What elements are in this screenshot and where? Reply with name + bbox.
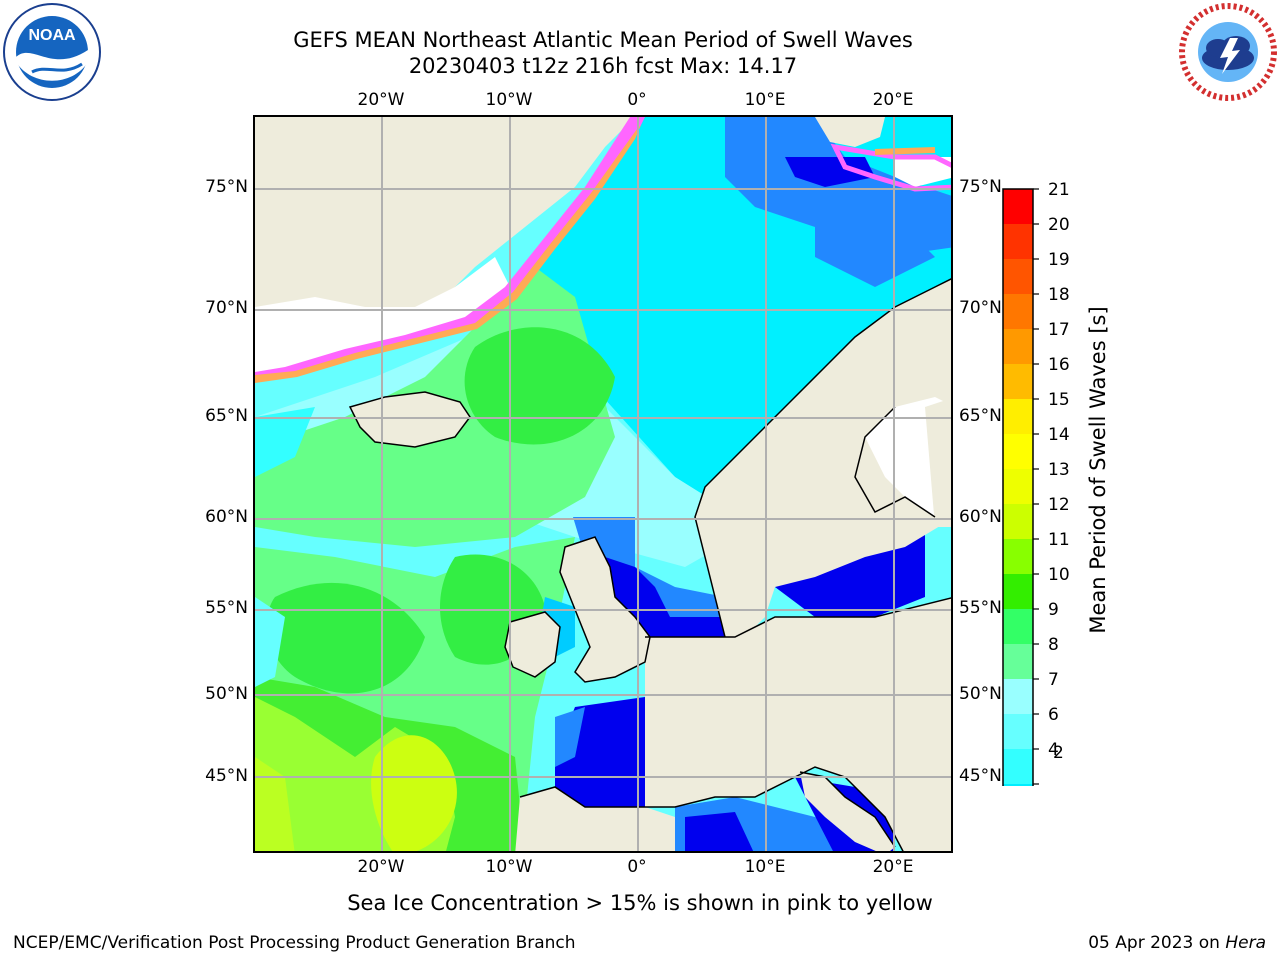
noaa-logo: NOAA bbox=[2, 2, 102, 102]
colorbar-segment bbox=[1003, 294, 1033, 329]
colorbar-segment bbox=[1003, 784, 1033, 819]
colorbar-tick: 14 bbox=[1048, 425, 1070, 445]
lon-label-bottom-20w: 20°W bbox=[357, 857, 405, 877]
colorbar-tick: 18 bbox=[1048, 285, 1070, 305]
colorbar-tick: 21 bbox=[1048, 180, 1070, 200]
footer-credit: NCEP/EMC/Verification Post Processing Pr… bbox=[13, 933, 576, 953]
swell-period-map bbox=[253, 115, 953, 853]
colorbar-segment bbox=[1003, 399, 1033, 434]
lon-label-top-0: 0° bbox=[627, 90, 647, 110]
lat-label-left-60n: 60°N bbox=[205, 507, 248, 527]
colorbar-segment bbox=[1003, 434, 1033, 469]
colorbar-tick: 11 bbox=[1048, 530, 1070, 550]
colorbar-tick: 10 bbox=[1048, 565, 1070, 585]
lon-label-top-20w: 20°W bbox=[357, 90, 405, 110]
colorbar-tick: 17 bbox=[1048, 320, 1070, 340]
colorbar-segment bbox=[1003, 259, 1033, 294]
colorbar-tick: 8 bbox=[1048, 635, 1059, 655]
lat-label-right-75n: 75°N bbox=[959, 177, 1002, 197]
colorbar-tick: 4 bbox=[1048, 740, 1059, 760]
map-canvas bbox=[255, 117, 951, 851]
footer-date-text: 05 Apr 2023 on bbox=[1088, 933, 1226, 953]
colorbar-segment bbox=[1003, 469, 1033, 504]
colorbar-segment bbox=[1003, 679, 1033, 714]
colorbar-tick: 15 bbox=[1048, 390, 1070, 410]
colorbar-segment bbox=[1003, 539, 1033, 574]
colorbar-segment bbox=[1003, 749, 1033, 784]
lat-label-right-60n: 60°N bbox=[959, 507, 1002, 527]
colorbar-tick: 16 bbox=[1048, 355, 1070, 375]
colorbar-segment bbox=[1003, 329, 1033, 364]
noaa-logo-text: NOAA bbox=[28, 27, 76, 44]
lon-label-bottom-10e: 10°E bbox=[744, 857, 786, 877]
colorbar-tick: 20 bbox=[1048, 215, 1070, 235]
colorbar-segment bbox=[1003, 609, 1033, 644]
chart-title: GEFS MEAN Northeast Atlantic Mean Period… bbox=[293, 28, 913, 52]
lat-label-right-70n: 70°N bbox=[959, 298, 1002, 318]
lat-label-left-70n: 70°N bbox=[205, 298, 248, 318]
lat-label-left-50n: 50°N bbox=[205, 684, 248, 704]
national-weather-service-logo bbox=[1178, 2, 1278, 102]
colorbar-segment bbox=[1003, 224, 1033, 259]
lon-label-bottom-0: 0° bbox=[627, 857, 647, 877]
sea-ice-note: Sea Ice Concentration > 15% is shown in … bbox=[347, 891, 933, 915]
chart-subtitle: 20230403 t12z 216h fcst Max: 14.17 bbox=[408, 54, 798, 78]
footer-date: 05 Apr 2023 on Hera bbox=[1088, 932, 1266, 954]
graticule bbox=[255, 117, 951, 851]
lon-label-top-10e: 10°E bbox=[744, 90, 786, 110]
colorbar-tick: 12 bbox=[1048, 495, 1070, 515]
lon-label-bottom-10w: 10°W bbox=[485, 857, 533, 877]
lat-label-right-45n: 45°N bbox=[959, 766, 1002, 786]
lat-label-left-45n: 45°N bbox=[205, 766, 248, 786]
lat-label-left-65n: 65°N bbox=[205, 406, 248, 426]
colorbar-tick-min: 2 bbox=[1053, 743, 1064, 763]
lat-label-left-75n: 75°N bbox=[205, 177, 248, 197]
lat-label-right-55n: 55°N bbox=[959, 598, 1002, 618]
colorbar-tick: 19 bbox=[1048, 250, 1070, 270]
footer-machine: Hera bbox=[1225, 933, 1266, 953]
colorbar-tick: 7 bbox=[1048, 670, 1059, 690]
colorbar-tick: 6 bbox=[1048, 705, 1059, 725]
lon-label-bottom-20e: 20°E bbox=[872, 857, 914, 877]
colorbar-segment bbox=[1003, 189, 1033, 224]
colorbar-segment bbox=[1003, 574, 1033, 609]
lat-label-right-50n: 50°N bbox=[959, 684, 1002, 704]
colorbar-tick: 13 bbox=[1048, 460, 1070, 480]
colorbar-segment bbox=[1003, 644, 1033, 679]
colorbar-title: Mean Period of Swell Waves [s] bbox=[1086, 306, 1110, 634]
lon-label-top-20e: 20°E bbox=[872, 90, 914, 110]
colorbar-segment bbox=[1003, 714, 1033, 749]
colorbar-tick: 9 bbox=[1048, 600, 1059, 620]
lon-label-top-10w: 10°W bbox=[485, 90, 533, 110]
lat-label-right-65n: 65°N bbox=[959, 406, 1002, 426]
colorbar-ticks: 21 20 19 18 17 16 15 14 13 12 11 10 9 8 … bbox=[1048, 180, 1088, 770]
colorbar-segment bbox=[1003, 364, 1033, 399]
colorbar-segment bbox=[1003, 504, 1033, 539]
lat-label-left-55n: 55°N bbox=[205, 598, 248, 618]
